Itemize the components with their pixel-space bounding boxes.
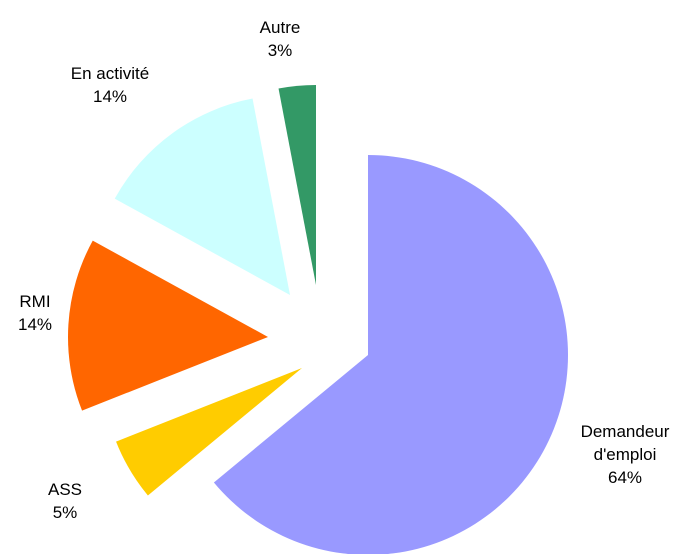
pie-slice xyxy=(278,85,316,285)
pie-slice xyxy=(114,98,290,296)
category-label: RMI xyxy=(19,292,51,311)
category-label: Autre xyxy=(259,18,301,37)
category-label: En activité xyxy=(70,64,150,83)
slice-label: Autre 3% xyxy=(230,16,330,62)
pie-slice xyxy=(213,155,568,554)
pie-slice xyxy=(116,368,302,496)
value-label: 14% xyxy=(17,315,53,334)
pie-slice xyxy=(68,240,268,411)
value-label: 3% xyxy=(267,41,293,60)
value-label: 64% xyxy=(607,468,643,487)
slice-label: RMI 14% xyxy=(0,290,70,336)
value-label: 14% xyxy=(92,87,128,106)
category-label: Demandeur d'emploi xyxy=(580,422,670,464)
value-label: 5% xyxy=(52,503,78,522)
slice-label: Demandeur d'emploi 64% xyxy=(560,420,690,489)
category-label: ASS xyxy=(47,480,83,499)
slice-label: ASS 5% xyxy=(30,478,100,524)
slice-label: En activité 14% xyxy=(40,62,180,108)
